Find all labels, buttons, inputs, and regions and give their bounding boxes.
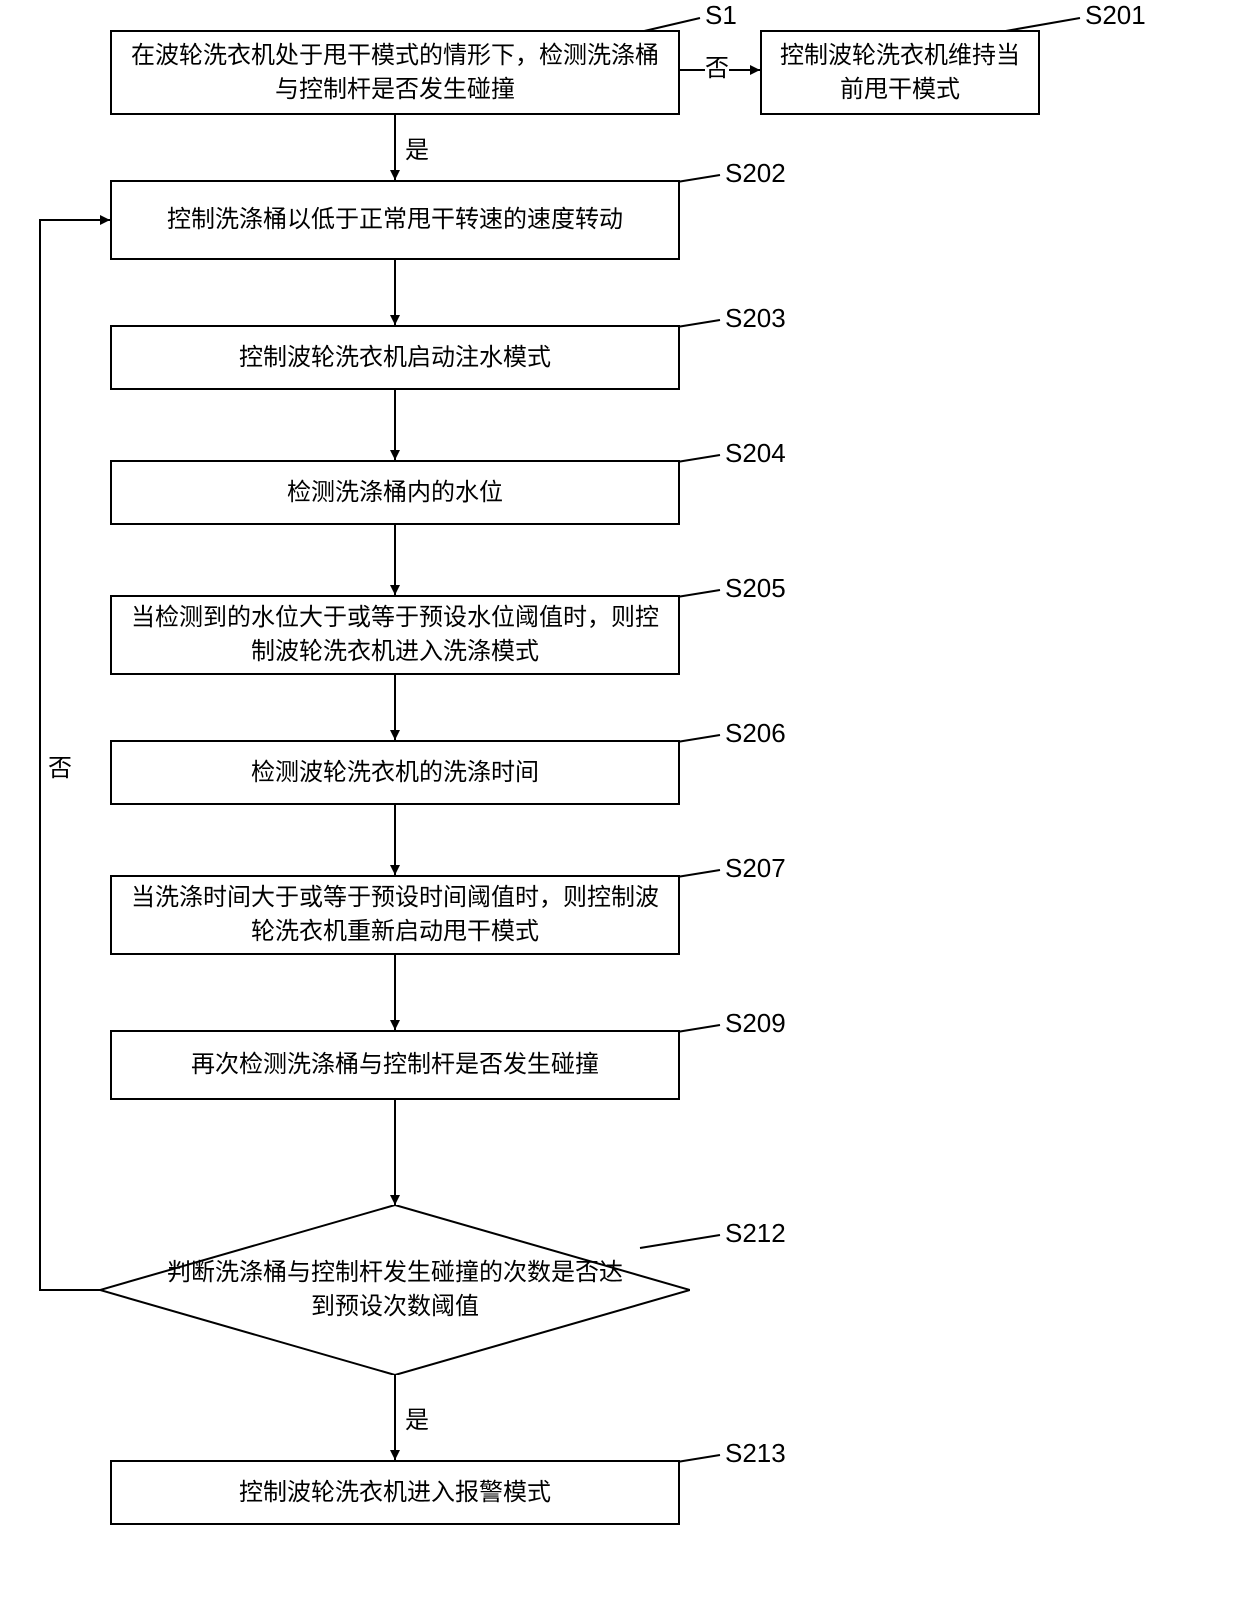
edge-yes-1: 是	[405, 130, 429, 165]
node-s212-text: 判断洗涤桶与控制杆发生碰撞的次数是否达到预设次数阈值	[100, 1256, 690, 1323]
node-s206: 检测波轮洗衣机的洗涤时间	[110, 740, 680, 805]
label-s206: S206	[725, 718, 786, 749]
node-s202-text: 控制洗涤桶以低于正常甩干转速的速度转动	[167, 203, 623, 237]
node-s209-text: 再次检测洗涤桶与控制杆是否发生碰撞	[191, 1048, 599, 1082]
node-s202: 控制洗涤桶以低于正常甩干转速的速度转动	[110, 180, 680, 260]
label-s205: S205	[725, 573, 786, 604]
node-s201: 控制波轮洗衣机维持当前甩干模式	[760, 30, 1040, 115]
node-s209: 再次检测洗涤桶与控制杆是否发生碰撞	[110, 1030, 680, 1100]
edge-no-2: 否	[48, 748, 72, 783]
node-s204-text: 检测洗涤桶内的水位	[287, 476, 503, 510]
node-s213-text: 控制波轮洗衣机进入报警模式	[239, 1476, 551, 1510]
edge-no-1: 否	[705, 48, 729, 83]
node-s203: 控制波轮洗衣机启动注水模式	[110, 325, 680, 390]
node-s203-text: 控制波轮洗衣机启动注水模式	[239, 341, 551, 375]
node-s206-text: 检测波轮洗衣机的洗涤时间	[251, 756, 539, 790]
node-s207: 当洗涤时间大于或等于预设时间阈值时，则控制波轮洗衣机重新启动甩干模式	[110, 875, 680, 955]
node-s207-text: 当洗涤时间大于或等于预设时间阈值时，则控制波轮洗衣机重新启动甩干模式	[124, 881, 666, 948]
node-s205: 当检测到的水位大于或等于预设水位阈值时，则控制波轮洗衣机进入洗涤模式	[110, 595, 680, 675]
label-s204: S204	[725, 438, 786, 469]
label-s1: S1	[705, 0, 737, 31]
node-s213: 控制波轮洗衣机进入报警模式	[110, 1460, 680, 1525]
label-s202: S202	[725, 158, 786, 189]
label-s203: S203	[725, 303, 786, 334]
node-s212: 判断洗涤桶与控制杆发生碰撞的次数是否达到预设次数阈值	[100, 1205, 690, 1375]
label-s209: S209	[725, 1008, 786, 1039]
node-s204: 检测洗涤桶内的水位	[110, 460, 680, 525]
node-s1: 在波轮洗衣机处于甩干模式的情形下，检测洗涤桶与控制杆是否发生碰撞	[110, 30, 680, 115]
node-s201-text: 控制波轮洗衣机维持当前甩干模式	[774, 39, 1026, 106]
node-s205-text: 当检测到的水位大于或等于预设水位阈值时，则控制波轮洗衣机进入洗涤模式	[124, 601, 666, 668]
node-s1-text: 在波轮洗衣机处于甩干模式的情形下，检测洗涤桶与控制杆是否发生碰撞	[124, 39, 666, 106]
label-s207: S207	[725, 853, 786, 884]
edge-yes-2: 是	[405, 1400, 429, 1435]
label-s213: S213	[725, 1438, 786, 1469]
label-s201: S201	[1085, 0, 1146, 31]
label-s212: S212	[725, 1218, 786, 1249]
